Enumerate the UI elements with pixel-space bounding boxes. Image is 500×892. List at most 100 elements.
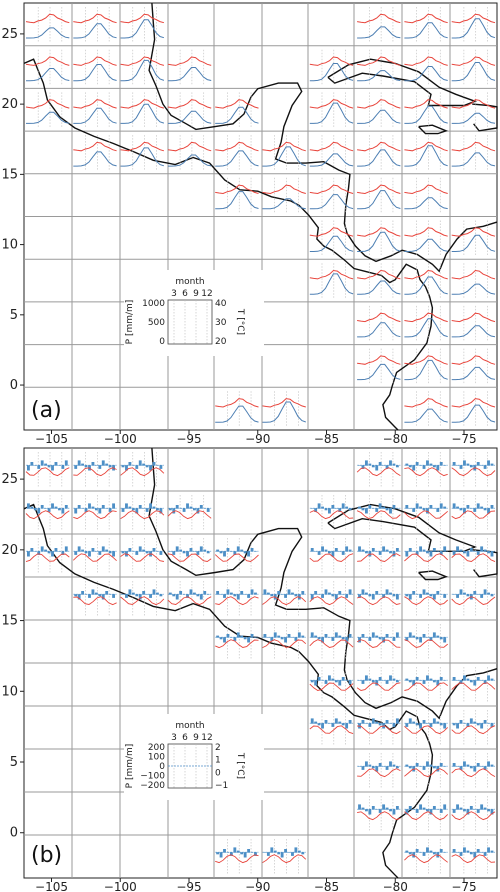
precip-change-bar [419,506,423,509]
precip-change-bar [145,594,149,595]
precip-change-bar [490,594,494,597]
temp-change-line [309,553,354,562]
precip-change-bar [490,463,494,466]
precip-change-bar [473,766,477,772]
cell-plot [357,177,401,213]
cell-plot [120,452,165,487]
temp-change-line [451,725,496,735]
precip-change-bar [429,809,433,815]
precip-change-bar [44,463,48,466]
precip-change-bar [368,764,372,767]
precip-change-bar [426,592,429,595]
precip-change-bar [328,551,331,554]
cell-plot [215,177,259,213]
temp-change-line [167,510,212,520]
inset-right-tick: 20 [215,337,227,347]
precip-line [404,408,448,423]
y-tick-label: 0 [10,826,18,841]
precip-change-bar [412,635,416,638]
precip-change-bar [378,462,382,466]
precip-change-bar [223,594,226,598]
precip-change-bar [432,852,436,855]
precip-change-bar [168,592,172,595]
temp-change-line [215,596,259,606]
precip-change-bar [385,680,389,684]
precip-line [167,154,212,167]
precip-change-bar [385,549,389,552]
temp-change-line [309,639,354,648]
precip-change-bar [378,723,382,726]
inset-right-tick: 40 [215,299,227,309]
precip-change-bar [405,637,409,641]
precip-change-bar [243,852,247,858]
precip-change-bar [466,678,470,681]
cell-plot [167,49,212,85]
precip-change-bar [392,594,396,597]
temp-change-line [357,553,401,562]
y-tick-label: 5 [10,308,18,323]
precip-change-bar [456,506,459,509]
precip-change-bar [358,465,361,466]
precip-change-bar [64,505,68,509]
cell-plot [215,92,259,128]
precip-change-bar [378,763,382,767]
precip-change-bar [459,465,463,469]
precip-change-bar [142,508,146,509]
temp-line [262,141,306,152]
precip-change-bar [51,503,54,509]
precip-change-bar [216,635,220,638]
temp-change-line [451,467,496,477]
cell-plot [451,305,496,341]
precip-change-bar [27,551,30,557]
precip-change-bar [426,761,429,767]
cell-plot [451,667,496,702]
precip-change-bar [328,508,331,514]
precip-change-bar [476,723,480,726]
precip-change-bar [419,680,423,681]
cell-plot [309,220,354,256]
precip-change-bar [149,594,152,598]
precip-change-bar [74,508,78,514]
precip-change-bar [490,809,494,815]
temp-change-line [309,682,354,691]
temp-change-line [404,811,449,821]
precip-change-bar [98,551,102,555]
precip-line [167,110,212,124]
precip-change-bar [364,508,368,514]
coastline [148,2,498,273]
precip-change-bar [375,591,379,595]
cell-plot [404,305,448,341]
precip-change-bar [395,594,399,600]
temp-line [309,184,354,195]
precip-change-bar [101,505,105,509]
precip-change-bar [392,551,396,557]
inset-left-tick: 500 [148,318,165,328]
precip-change-bar [483,465,487,469]
precip-line [309,153,354,167]
cell-plot [451,135,496,170]
temp-line [73,56,117,66]
precip-change-bar [415,594,419,595]
coastline [23,58,434,431]
precip-change-bar [77,460,81,466]
precip-change-bar [284,849,287,853]
precip-change-bar [456,766,459,767]
precip-change-bar [452,677,456,681]
precip-line [451,325,496,338]
precip-change-bar [145,551,149,554]
cell-plot [404,135,448,170]
cell-plot [309,263,354,298]
precip-line [215,405,259,423]
inset-background [124,714,264,800]
precip-change-bar [112,551,115,557]
precip-change-bar [469,806,473,810]
temp-line [309,99,354,109]
precip-change-bar [371,718,375,724]
precip-change-bar [341,503,345,509]
precip-change-bar [338,591,342,595]
precip-change-bar [432,718,436,724]
precip-change-bar [345,637,349,643]
cell-plot [73,495,117,530]
precip-change-bar [138,546,142,552]
inset-right-label: T [°C] [235,752,245,779]
